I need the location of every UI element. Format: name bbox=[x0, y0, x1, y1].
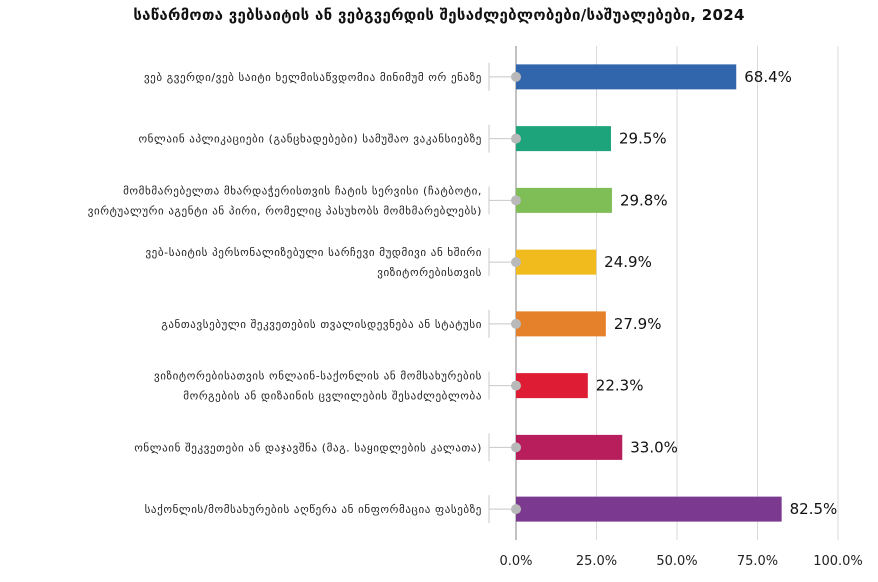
axis-marker bbox=[511, 318, 521, 329]
gridlines bbox=[515, 46, 839, 540]
x-tick-label: 100.0% bbox=[813, 554, 863, 569]
axis-marker bbox=[511, 133, 521, 144]
bar bbox=[516, 249, 597, 275]
data-label: 22.3% bbox=[596, 377, 644, 395]
category-label: ვებ-საიტის პერსონალიზებული სარჩევი მუდმი… bbox=[145, 246, 482, 259]
category-label: საქონლის/მომსახურების აღწერა ან ინფორმაც… bbox=[145, 503, 482, 516]
x-tick-label: 75.0% bbox=[737, 554, 778, 569]
category-label: ონლაინ აპლიკაციები (განცხადებები) სამუშა… bbox=[138, 133, 482, 146]
x-tick-label: 0.0% bbox=[499, 554, 532, 569]
bar bbox=[516, 311, 606, 337]
category-label: ონლაინ შეკვეთები ან დაჯავშნა (მაგ. საყიდ… bbox=[134, 441, 482, 454]
category-label: განთავსებული შეკვეთების თვალისდევნება ან… bbox=[161, 318, 482, 331]
data-label: 29.5% bbox=[619, 130, 667, 148]
bar bbox=[516, 126, 611, 152]
category-label: ვირტუალური აგენტი ან პირი, რომელიც პასუხ… bbox=[88, 204, 482, 217]
data-label: 29.8% bbox=[620, 191, 668, 209]
category-labels: 68.4% ვებ გვერდი/ვებ საიტი ხელმისაწვდომია… bbox=[88, 68, 838, 518]
category-label: მომხმარებელთა მხარდაჭერისთვის ჩატის სერვ… bbox=[123, 184, 482, 197]
x-tick-label: 25.0% bbox=[576, 554, 617, 569]
bar bbox=[516, 187, 612, 213]
axis-marker bbox=[511, 504, 521, 515]
data-label: 24.9% bbox=[604, 253, 652, 271]
axis-marker bbox=[511, 195, 521, 206]
category-label: ვიზიტორებისთვის bbox=[377, 266, 482, 279]
category-label: ვიზიტორებისათვის ონლაინ-საქონლის ან მომს… bbox=[154, 370, 482, 383]
bar bbox=[516, 373, 588, 399]
x-tick-label: 50.0% bbox=[656, 554, 697, 569]
bar bbox=[516, 434, 623, 460]
bar bbox=[516, 64, 737, 90]
data-label: 68.4% bbox=[744, 68, 792, 86]
category-separators bbox=[488, 62, 516, 524]
data-label: 27.9% bbox=[614, 315, 662, 333]
x-axis-ticks: 0.0% 25.0% 50.0% 75.0% 100.0% bbox=[499, 554, 862, 569]
axis-marker bbox=[511, 257, 521, 268]
data-label: 33.0% bbox=[630, 438, 678, 456]
bar bbox=[516, 496, 782, 522]
axis-marker bbox=[511, 71, 521, 82]
axis-marker bbox=[511, 380, 521, 391]
chart-title: საწარმოთა ვებსაიტის ან ვებგვერდის შესაძლ… bbox=[133, 6, 745, 24]
category-label: მორგების ან დიზაინის ცვლილების შესაძლებლ… bbox=[183, 390, 482, 403]
data-label: 82.5% bbox=[790, 500, 838, 518]
axis-marker bbox=[511, 442, 521, 453]
bars bbox=[511, 64, 782, 522]
category-label: ვებ გვერდი/ვებ საიტი ხელმისაწვდომია მინი… bbox=[144, 71, 482, 84]
